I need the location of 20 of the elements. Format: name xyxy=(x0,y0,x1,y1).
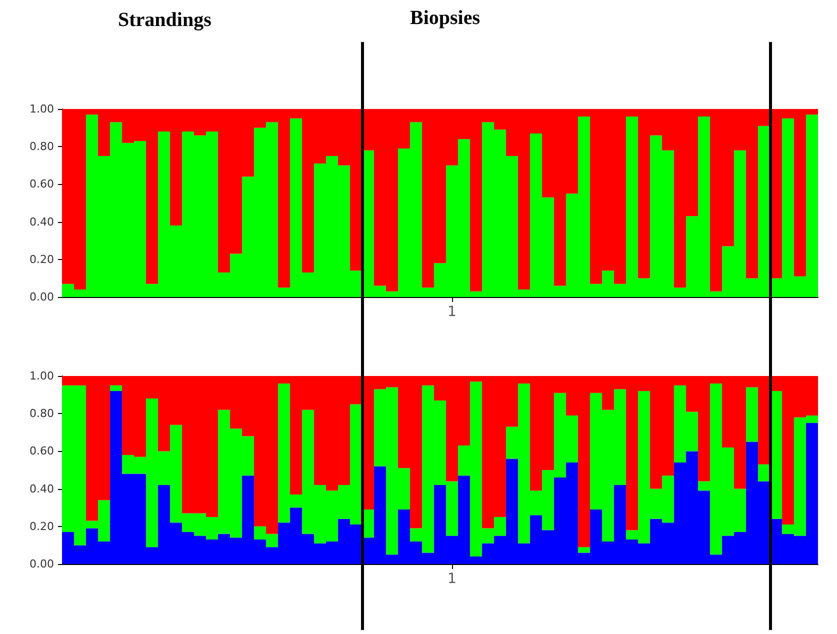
y-tick-label: 1.00 xyxy=(30,370,54,382)
y-tick-label: 0.00 xyxy=(30,290,54,304)
bar xyxy=(110,385,122,392)
y-tick-label: 0.40 xyxy=(30,215,54,228)
y-tick-label: 0.40 xyxy=(30,482,54,496)
text: Biopsies xyxy=(410,7,480,29)
y-tick-label: 0.00 xyxy=(30,558,54,570)
y-tick-label: 0.80 xyxy=(30,407,54,420)
y-tick-label: 0.20 xyxy=(30,252,54,266)
bar xyxy=(578,547,590,553)
y-tick-label: 0.20 xyxy=(30,520,54,533)
bar xyxy=(746,387,758,442)
text: Strandings xyxy=(118,9,212,31)
bar xyxy=(758,464,770,482)
x-tick-label: 1 xyxy=(448,571,456,587)
x-tick-label: 1 xyxy=(448,304,456,320)
y-tick-label: 0.80 xyxy=(30,140,54,154)
y-tick-label: 0.60 xyxy=(30,444,54,458)
y-tick-label: 1.00 xyxy=(30,102,54,116)
y-tick-label: 0.60 xyxy=(30,178,54,191)
